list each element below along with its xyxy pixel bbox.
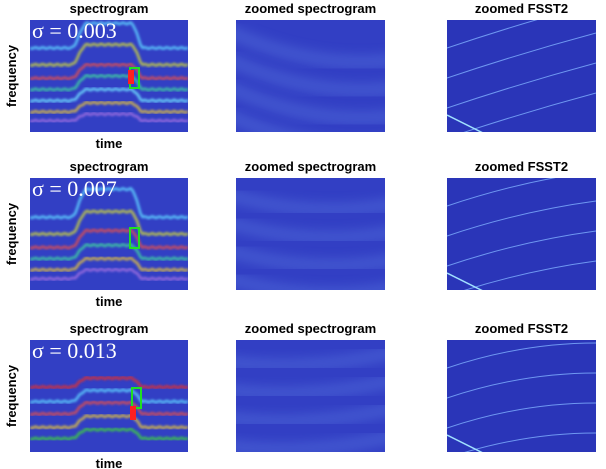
image-content — [226, 340, 395, 452]
panel-title: zoomed FSST2 — [475, 321, 568, 336]
figure: spectrogram σ = 0.003 zoomed spectrogram zo… — [0, 0, 606, 469]
panel-image — [226, 20, 395, 146]
image-bg — [447, 20, 596, 132]
marker — [130, 406, 136, 420]
sigma-label: σ = 0.003 — [32, 18, 117, 43]
panel-title: spectrogram — [70, 159, 149, 174]
image-content — [447, 171, 596, 303]
image-content — [447, 340, 596, 465]
panel-image — [226, 340, 395, 452]
panel-title: spectrogram — [70, 1, 149, 16]
panel-image — [447, 340, 596, 465]
panel-title: zoomed spectrogram — [245, 159, 376, 174]
sigma-label: σ = 0.013 — [32, 338, 117, 363]
x-axis-label: time — [96, 456, 123, 469]
image-bg — [447, 340, 596, 452]
y-axis-label: frequency — [4, 44, 19, 107]
image-content — [226, 178, 395, 294]
panel-title: zoomed spectrogram — [245, 1, 376, 16]
panel-image — [447, 3, 596, 145]
panel-title: spectrogram — [70, 321, 149, 336]
x-axis-label: time — [96, 294, 123, 309]
panel-title: zoomed FSST2 — [475, 159, 568, 174]
panel-image — [447, 171, 596, 303]
marker — [128, 70, 134, 84]
panel-image — [226, 178, 395, 294]
y-axis-label: frequency — [4, 202, 19, 265]
y-axis-label: frequency — [4, 364, 19, 427]
sigma-label: σ = 0.007 — [32, 176, 117, 201]
panel-title: zoomed spectrogram — [245, 321, 376, 336]
panel-title: zoomed FSST2 — [475, 1, 568, 16]
image-content — [447, 3, 596, 145]
image-content — [226, 20, 395, 146]
x-axis-label: time — [96, 136, 123, 151]
